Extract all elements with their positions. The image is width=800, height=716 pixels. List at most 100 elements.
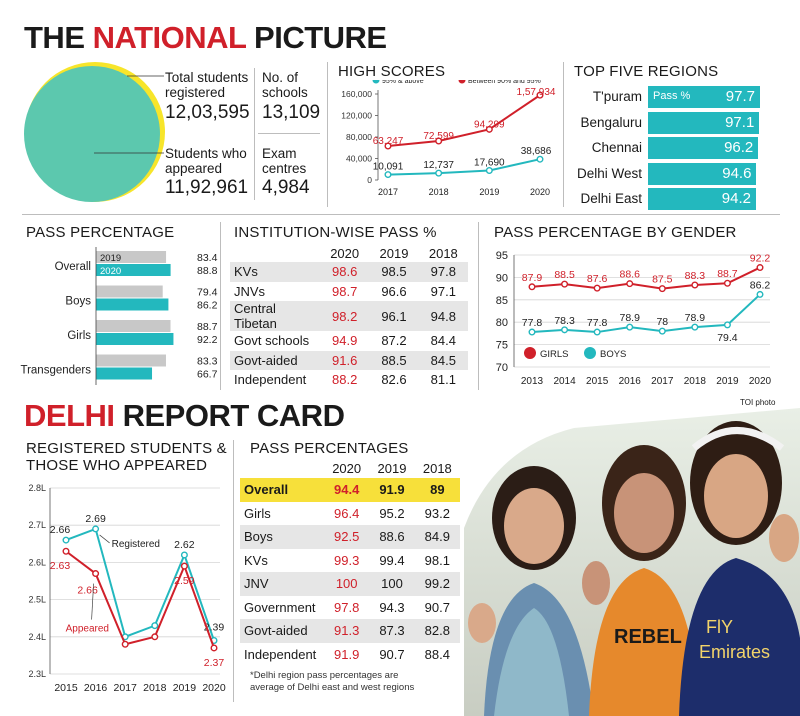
callout-line: [91, 583, 94, 620]
table-cell: 94.3: [379, 599, 405, 615]
bar: [96, 285, 163, 298]
table-cell: 98.5: [369, 262, 419, 282]
table-cell: 87.2: [381, 333, 407, 349]
delhi-pass-row: Girls 96.4 95.2 93.2: [240, 502, 460, 526]
table-cell: 96.4: [334, 505, 360, 521]
delhi-pass-row: JNV 100 100 99.2: [240, 572, 460, 596]
data-point: [756, 290, 764, 298]
table-cell: 99.3: [334, 552, 360, 568]
series-inline-label: Appeared: [66, 624, 109, 635]
data-label: 78.9: [619, 312, 640, 324]
delhi-header: DELHI REPORT CARD: [24, 398, 345, 434]
table-cell: 88.6: [369, 525, 415, 549]
data-label: 77.8: [522, 317, 543, 329]
centres-value: 4,984: [262, 177, 310, 198]
legend-label: Between 90% and 95%: [468, 80, 541, 85]
delhi-pass-title: PASS PERCENTAGES: [250, 440, 409, 457]
data-label: 2.37: [204, 657, 225, 669]
data-point: [121, 640, 129, 648]
table-cell: 97.8: [334, 599, 360, 615]
x-tick-label: 2017: [651, 376, 674, 387]
institution-row: Govt-aided 91.6 88.5 84.5: [230, 350, 468, 370]
data-point: [485, 125, 493, 133]
institution-row: KVs 98.6 98.5 97.8: [230, 262, 468, 282]
data-point: [435, 137, 443, 145]
data-point: [62, 547, 70, 555]
table-cell: 99.4: [379, 552, 405, 568]
delhi-footnote: *Delhi region pass percentages are avera…: [250, 670, 414, 694]
category-label: Overall: [55, 261, 91, 273]
callout-line: [99, 534, 110, 544]
y-tick-label: 0: [367, 175, 372, 185]
data-point: [384, 171, 392, 179]
x-tick-label: 2017: [114, 682, 138, 694]
delhi-pass-row: Govt-aided 91.3 87.3 82.8: [240, 619, 460, 643]
series-label: 2020: [100, 266, 121, 277]
pass-percentage-title: PASS PERCENTAGE: [26, 224, 175, 241]
delhi-pass-row: Overall 94.4 91.9 89: [240, 478, 460, 502]
category-label: Transgenders: [20, 365, 91, 377]
bar: [96, 264, 171, 276]
table-cell: 99.2: [414, 572, 460, 596]
x-tick-label: 2018: [143, 682, 167, 694]
series-line: [65, 550, 215, 649]
data-label: 88.7: [717, 268, 738, 280]
top-regions-title: TOP FIVE REGIONS: [574, 63, 719, 80]
header-part2: NATIONAL: [92, 20, 247, 55]
table-cell: 98.7: [332, 283, 358, 299]
legend-label: BOYS: [600, 349, 626, 360]
y-tick-label: 2.5L: [28, 595, 46, 605]
region-bar: 94.2: [648, 188, 756, 210]
data-point: [658, 285, 666, 293]
high-scores-title: HIGH SCORES: [338, 63, 446, 80]
header-part1: THE: [24, 20, 93, 55]
data-label: 2.66: [50, 524, 71, 536]
table-cell: 95.2: [379, 505, 405, 521]
data-point: [384, 142, 392, 150]
delhi-pass-row: Boys 92.5 88.6 84.9: [240, 525, 460, 549]
x-tick-label: 2019: [716, 376, 739, 387]
data-label: 77.8: [587, 317, 608, 329]
institution-row: Independent 88.2 82.6 81.1: [230, 370, 468, 390]
x-tick-label: 2019: [173, 682, 197, 694]
column-header: 2019: [377, 460, 407, 476]
data-point: [626, 280, 634, 288]
data-point: [180, 562, 188, 570]
row-label: Overall: [240, 478, 324, 502]
data-label: 2.66: [77, 585, 98, 597]
region-value: 94.2: [721, 190, 751, 207]
data-label: 12,737: [423, 160, 454, 171]
bar: [96, 298, 169, 311]
column-header: 2020: [330, 246, 360, 261]
data-label: 2.62: [174, 539, 195, 551]
data-point: [92, 525, 100, 533]
bar-value: 88.7: [197, 321, 218, 333]
y-tick-label: 2.8L: [28, 483, 46, 493]
table-cell: 91.3: [324, 619, 370, 643]
bar-value: 79.4: [197, 287, 218, 299]
y-tick-label: 160,000: [341, 89, 372, 99]
data-label: 2.59: [174, 575, 195, 587]
table-cell: 97.1: [430, 283, 456, 299]
registered-chart: 2.3L 2.4L 2.5L 2.6L 2.7L 2.8L 2015 2016 2017 2018…: [28, 483, 225, 694]
data-point: [561, 326, 569, 334]
row-label: Govt-aided: [240, 619, 324, 643]
bar-value: 92.2: [197, 334, 218, 346]
institution-row: Govt schools 94.9 87.2 84.4: [230, 331, 468, 351]
bar: [96, 367, 153, 380]
data-label: 88.3: [685, 270, 706, 282]
series-inline-label: Registered: [112, 539, 160, 550]
region-value: 94.6: [722, 164, 752, 182]
data-label: 78.9: [685, 312, 706, 324]
data-label: 17,690: [474, 157, 505, 168]
table-cell: 94.9: [332, 333, 358, 349]
row-label: Independent: [234, 372, 307, 388]
x-tick-label: 2020: [749, 376, 772, 387]
category-label: Boys: [65, 296, 91, 308]
y-tick-label: 85: [496, 295, 508, 307]
region-bar: 96.2: [648, 137, 759, 159]
data-label: 94,299: [474, 119, 505, 130]
y-tick-label: 80,000: [346, 132, 372, 142]
x-tick-label: 2014: [553, 376, 576, 387]
y-tick-label: 75: [496, 340, 508, 352]
